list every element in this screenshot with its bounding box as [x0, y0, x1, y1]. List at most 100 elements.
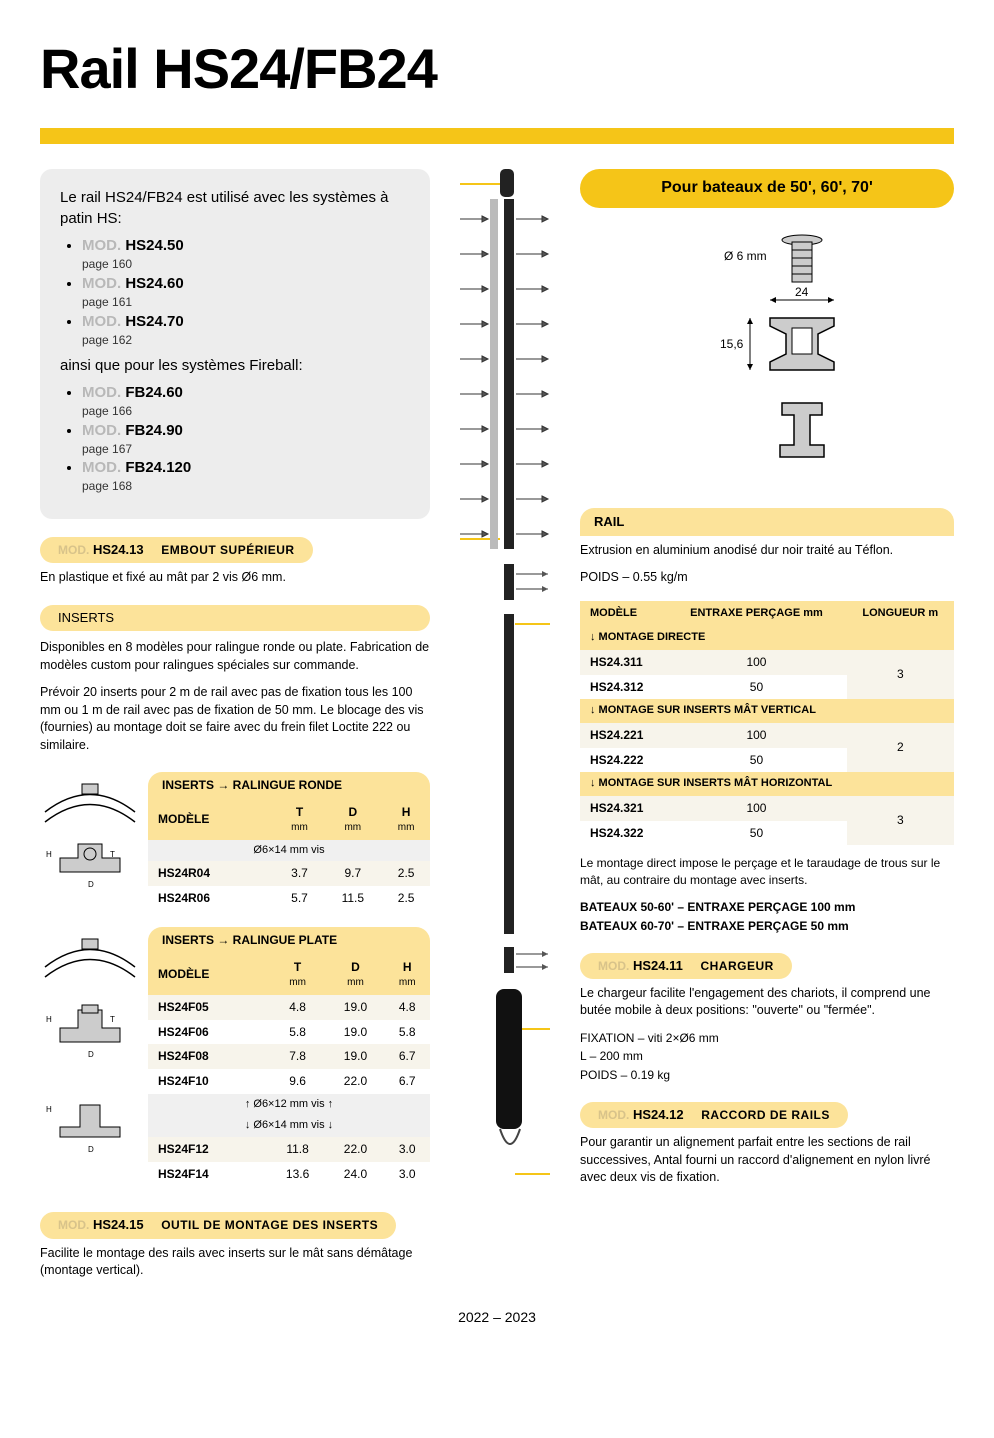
chargeur-w: POIDS – 0.19 kg [580, 1067, 954, 1084]
mod-name: HS24.70 [125, 313, 183, 330]
cell: HS24F08 [148, 1044, 269, 1069]
svg-text:T: T [110, 850, 115, 859]
rail-b2: BATEAUX 60-70' – ENTRAXE PERÇAGE 50 mm [580, 918, 954, 935]
cell: HS24R06 [148, 886, 276, 911]
cell: 9.7 [323, 861, 382, 886]
hero-banner: Pour bateaux de 50', 60', 70' [580, 169, 954, 207]
mod-name: FB24.60 [125, 384, 183, 401]
cell: 2.5 [382, 861, 430, 886]
th-modele: MODÈLE [148, 954, 269, 995]
cell: 4.8 [269, 995, 327, 1020]
cell: HS24F05 [148, 995, 269, 1020]
outil-pill: MOD. HS24.15 OUTIL DE MONTAGE DES INSERT… [40, 1212, 396, 1238]
cell: 13.6 [269, 1162, 327, 1187]
cell: 3.7 [276, 861, 324, 886]
cell: HS24.322 [580, 821, 666, 846]
cell: 50 [666, 821, 846, 846]
cell: 5.8 [269, 1020, 327, 1045]
divider-bar [40, 128, 954, 144]
outil-code: HS24.15 [93, 1217, 144, 1232]
svg-text:15,6: 15,6 [720, 337, 744, 351]
chargeur-pill: MOD. HS24.11 CHARGEUR [580, 953, 792, 979]
cell: HS24.221 [580, 723, 666, 748]
cell: HS24.222 [580, 748, 666, 773]
cell: 7.8 [269, 1044, 327, 1069]
svg-text:D: D [88, 880, 94, 889]
intro-box: Le rail HS24/FB24 est utilisé avec les s… [40, 169, 430, 519]
cell: 50 [666, 748, 846, 773]
svg-text:H: H [46, 1015, 52, 1024]
cell: 6.7 [384, 1044, 430, 1069]
cat: ↓ MONTAGE SUR INSERTS MÂT HORIZONTAL [580, 772, 954, 795]
mod-label: MOD. [82, 422, 121, 439]
tbl-plate-title: INSERTS → RALINGUE PLATE [148, 927, 430, 954]
screw-note: Ø6×14 mm vis [148, 840, 430, 861]
th-modele: MODÈLE [148, 799, 276, 840]
cell: HS24F10 [148, 1069, 269, 1094]
mod-name: FB24.90 [125, 422, 183, 439]
svg-text:Ø 6 mm: Ø 6 mm [724, 249, 767, 263]
mod-label: MOD. [82, 313, 121, 330]
rail-table: MODÈLE ENTRAXE PERÇAGE mm LONGUEUR m ↓ M… [580, 601, 954, 845]
th-h: Hmm [382, 799, 430, 840]
rail-illustration [460, 169, 550, 1297]
inserts-p1: Disponibles en 8 modèles pour ralingue r… [40, 639, 430, 674]
chargeur-len: L – 200 mm [580, 1048, 954, 1065]
svg-text:D: D [88, 1145, 94, 1154]
mod-label: MOD. [58, 543, 89, 557]
raccord-pill: MOD. HS24.12 RACCORD DE RAILS [580, 1102, 848, 1128]
tech-drawing: Ø 6 mm 24 15,6 [652, 228, 882, 488]
th: ENTRAXE PERÇAGE mm [666, 601, 846, 626]
raccord-code: HS24.12 [633, 1107, 684, 1122]
embout-pill: MOD. HS24.13 EMBOUT SUPÉRIEUR [40, 537, 313, 563]
mod-label: MOD. [82, 384, 121, 401]
th: LONGUEUR m [847, 601, 954, 626]
tbl-ronde-title: INSERTS → RALINGUE RONDE [148, 772, 430, 799]
svg-text:24: 24 [795, 285, 809, 299]
page-ref: page 162 [82, 332, 410, 349]
rail-weight: POIDS – 0.55 kg/m [580, 569, 954, 587]
embout-code: HS24.13 [93, 542, 144, 557]
intro-line1: Le rail HS24/FB24 est utilisé avec les s… [60, 187, 410, 229]
cell: 100 [666, 650, 846, 675]
th: MODÈLE [580, 601, 666, 626]
cell: 22.0 [327, 1137, 385, 1162]
page-ref: page 168 [82, 478, 410, 495]
th-t: Tmm [269, 954, 327, 995]
sep-note: ↓ Ø6×14 mm vis ↓ [148, 1115, 430, 1136]
mod-label: MOD. [598, 959, 629, 973]
cell: 3 [847, 796, 954, 846]
svg-text:D: D [88, 1050, 94, 1059]
cell: 9.6 [269, 1069, 327, 1094]
mod-label: MOD. [82, 459, 121, 476]
cell: 24.0 [327, 1162, 385, 1187]
cell: 4.8 [384, 995, 430, 1020]
cell: HS24F14 [148, 1162, 269, 1187]
cell: HS24F12 [148, 1137, 269, 1162]
inserts-p2: Prévoir 20 inserts pour 2 m de rail avec… [40, 684, 430, 754]
outil-label: OUTIL DE MONTAGE DES INSERTS [161, 1218, 378, 1232]
cell: 100 [666, 796, 846, 821]
rail-desc: Extrusion en aluminium anodisé dur noir … [580, 542, 954, 560]
cell: 3 [847, 650, 954, 700]
cell: HS24R04 [148, 861, 276, 886]
cell: 5.7 [276, 886, 324, 911]
ronde-sketch: H T D [40, 772, 140, 927]
mod-name: FB24.120 [125, 459, 191, 476]
page-title: Rail HS24/FB24 [40, 30, 954, 108]
mod-name: HS24.50 [125, 237, 183, 254]
cell: 3.0 [384, 1162, 430, 1187]
cell: 2.5 [382, 886, 430, 911]
page-ref: page 161 [82, 294, 410, 311]
chargeur-label: CHARGEUR [700, 959, 773, 973]
cell: 5.8 [384, 1020, 430, 1045]
cell: 11.5 [323, 886, 382, 911]
footer-year: 2022 – 2023 [40, 1308, 954, 1338]
cell: HS24.312 [580, 675, 666, 700]
cell: 19.0 [327, 1020, 385, 1045]
intro-line2: ainsi que pour les systèmes Fireball: [60, 355, 410, 376]
page-ref: page 160 [82, 256, 410, 273]
cat: ↓ MONTAGE DIRECTE [580, 626, 954, 649]
plate-sketch: H T D H D [40, 927, 140, 1198]
cell: HS24F06 [148, 1020, 269, 1045]
